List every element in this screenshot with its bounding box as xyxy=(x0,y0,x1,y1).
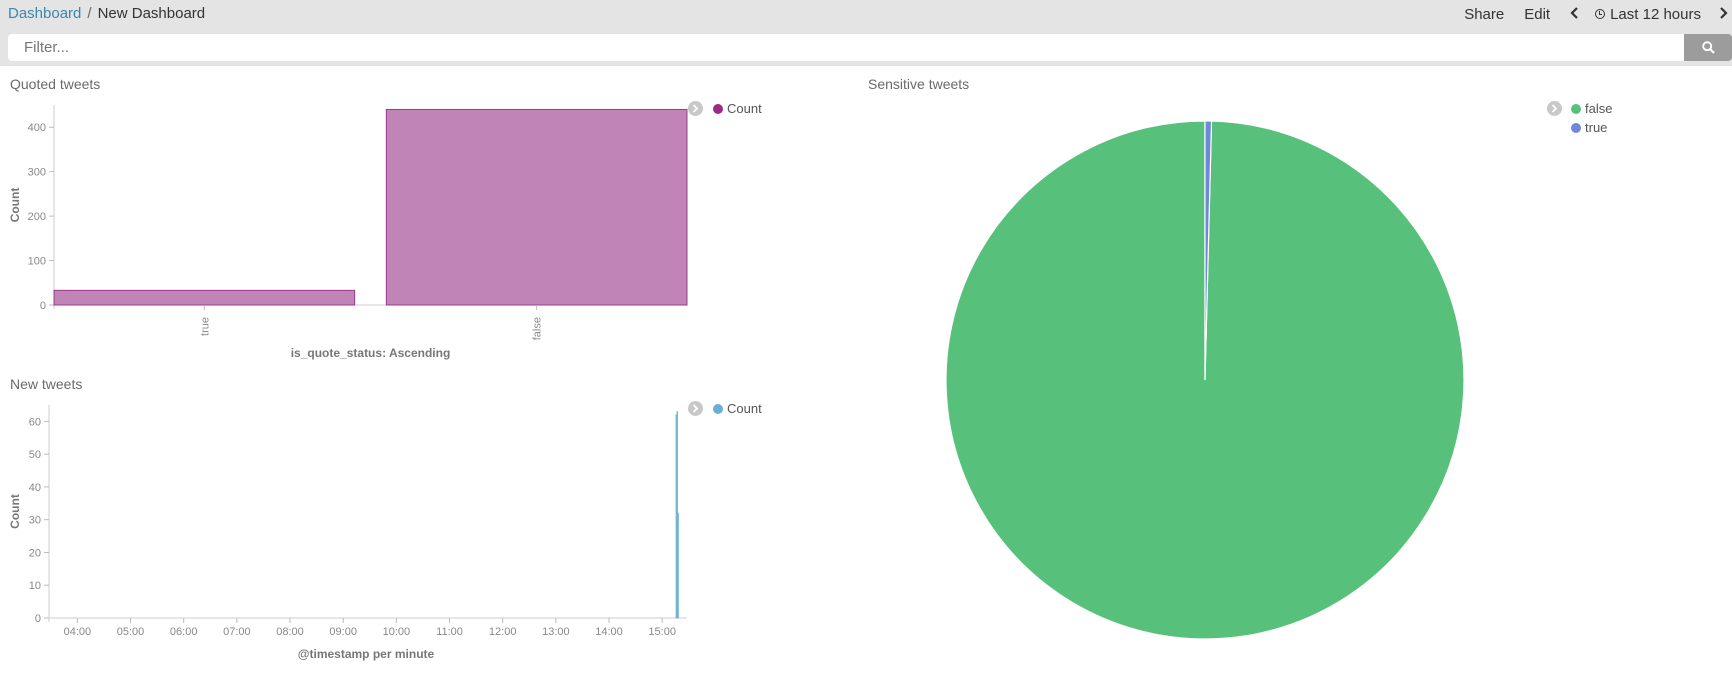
legend-toggle-new[interactable] xyxy=(688,401,703,416)
search-button[interactable] xyxy=(1684,34,1732,61)
y-tick-label: 10 xyxy=(29,580,41,592)
top-nav-bar: Dashboard / New Dashboard Share Edit Last … xyxy=(0,0,1732,28)
sensitive-tweets-chart xyxy=(945,120,1465,640)
legend-toggle-quoted[interactable] xyxy=(688,101,703,116)
legend-dot xyxy=(1571,123,1581,133)
bar-true xyxy=(53,289,356,306)
sensitive-tweets-title: Sensitive tweets xyxy=(868,76,970,92)
legend-item-count-quoted[interactable]: Count xyxy=(713,101,762,116)
x-tick-label: 11:00 xyxy=(436,626,463,638)
legend-item-false[interactable]: false xyxy=(1571,101,1612,116)
x-axis-title: is_quote_status: Ascending xyxy=(291,346,451,360)
breadcrumb: Dashboard / New Dashboard xyxy=(8,5,205,22)
y-tick-label: 50 xyxy=(29,449,41,461)
search-icon xyxy=(1702,41,1715,54)
breadcrumb-separator: / xyxy=(87,5,92,22)
clock-icon xyxy=(1595,9,1606,19)
y-axis-title: Count xyxy=(8,188,22,223)
x-tick-label: 05:00 xyxy=(117,626,145,638)
y-tick-label: 400 xyxy=(28,122,46,134)
x-tick-label: 14:00 xyxy=(595,626,623,638)
legend-dot xyxy=(713,104,723,114)
legend-label: true xyxy=(1585,120,1608,135)
y-tick-label: 200 xyxy=(28,211,46,223)
y-tick-label: 300 xyxy=(28,167,46,179)
x-tick-label: 06:00 xyxy=(170,626,198,638)
x-axis-title: @timestamp per minute xyxy=(298,647,435,661)
filter-bar xyxy=(0,28,1732,66)
x-tick-label: 10:00 xyxy=(383,626,411,638)
x-tick-label: 07:00 xyxy=(223,626,251,638)
x-tick-label: 09:00 xyxy=(329,626,357,638)
y-tick-label: 30 xyxy=(29,515,41,527)
legend-item-count-new[interactable]: Count xyxy=(713,401,762,416)
time-picker-label: Last 12 hours xyxy=(1610,5,1701,23)
y-tick-label: 0 xyxy=(40,300,46,312)
y-tick-label: 40 xyxy=(29,482,41,494)
y-axis-title: Count xyxy=(8,494,22,529)
chevron-left-icon[interactable] xyxy=(1570,6,1579,23)
pie-slice-true xyxy=(1204,120,1213,381)
y-tick-label: 20 xyxy=(29,547,41,559)
legend-label: false xyxy=(1585,101,1613,116)
x-tick-label: 08:00 xyxy=(276,626,304,638)
x-tick-label: 13:00 xyxy=(542,626,570,638)
x-tick-label: false xyxy=(532,317,544,340)
x-tick-label: 04:00 xyxy=(64,626,92,638)
y-tick-label: 100 xyxy=(28,256,46,268)
time-picker-button[interactable]: Last 12 hours xyxy=(1595,6,1701,23)
bar-false xyxy=(385,108,688,306)
filter-input[interactable] xyxy=(8,34,1684,61)
page-title: New Dashboard xyxy=(97,5,206,22)
x-tick-label: true xyxy=(199,317,211,336)
y-tick-label: 60 xyxy=(29,416,41,428)
x-tick-label: 15:00 xyxy=(648,626,676,638)
chevron-right-icon[interactable] xyxy=(1719,6,1728,23)
quoted-tweets-chart: 0 100 200 300 400 Count true false is_quote_stat… xyxy=(8,105,688,360)
y-tick-label: 0 xyxy=(35,613,41,625)
legend-dot xyxy=(1571,104,1581,114)
x-tick-label: 12:00 xyxy=(489,626,517,638)
breadcrumb-dashboard-link[interactable]: Dashboard xyxy=(8,5,82,22)
bar-15:18 xyxy=(677,512,679,619)
legend-label: Count xyxy=(727,101,762,116)
quoted-tweets-title: Quoted tweets xyxy=(10,76,101,92)
legend-dot xyxy=(713,404,723,414)
edit-button[interactable]: Edit xyxy=(1524,5,1551,23)
new-tweets-chart: 0 10 20 30 40 50 60 Count 04:00 05:00 06:00 07:00 08… xyxy=(8,405,687,661)
legend-toggle-sensitive[interactable] xyxy=(1547,101,1562,116)
legend-item-true[interactable]: true xyxy=(1571,120,1607,135)
share-button[interactable]: Share xyxy=(1464,5,1505,23)
new-tweets-title: New tweets xyxy=(10,376,83,392)
legend-label: Count xyxy=(727,401,762,416)
top-nav-actions: Share Edit Last 12 hours xyxy=(1464,4,1732,24)
